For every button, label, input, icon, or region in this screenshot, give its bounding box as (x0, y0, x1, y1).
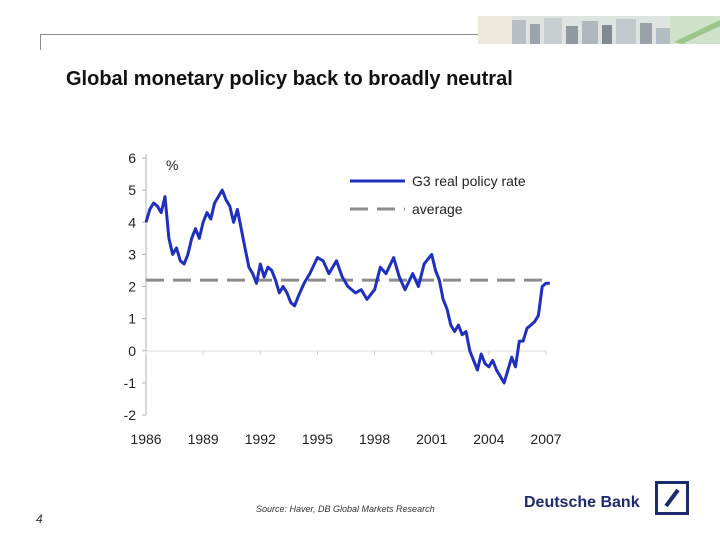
deutsche-bank-logo-icon (655, 481, 689, 515)
y-tick-label: 2 (128, 279, 136, 295)
x-tick-label: 1986 (130, 431, 161, 447)
y-tick-label: 5 (128, 182, 136, 198)
city-photo-strip-icon (478, 16, 720, 44)
y-tick-label: 6 (128, 150, 136, 166)
slide-title: Global monetary policy back to broadly n… (66, 68, 513, 90)
y-unit-label: % (166, 157, 178, 173)
x-tick-label: 2007 (530, 431, 561, 447)
x-tick-label: 1992 (245, 431, 276, 447)
legend-label: average (412, 201, 463, 217)
header-rule-tick (40, 34, 41, 50)
x-tick-label: 1998 (359, 431, 390, 447)
header-rule (40, 34, 720, 35)
y-tick-label: 4 (128, 214, 136, 230)
x-tick-label: 1995 (302, 431, 333, 447)
policy-rate-chart: % 6 5 4 3 2 1 0 -1 -2 1986 1989 1992 1995 1998 2001 20… (124, 150, 562, 447)
brand-name: Deutsche Bank (524, 494, 640, 511)
y-tick-label: 3 (128, 246, 136, 262)
policy-rate-line (144, 188, 550, 385)
y-tick-label: -2 (124, 407, 137, 423)
x-tick-label: 1989 (188, 431, 219, 447)
y-tick-label: 1 (128, 311, 136, 327)
x-tick-label: 2004 (473, 431, 504, 447)
y-tick-label: -1 (124, 375, 137, 391)
x-tick-label: 2001 (416, 431, 447, 447)
source-note: Source: Haver, DB Global Markets Researc… (256, 504, 435, 514)
y-tick-label: 0 (128, 343, 136, 359)
page-number: 4 (36, 512, 43, 526)
legend-label: G3 real policy rate (412, 173, 526, 189)
